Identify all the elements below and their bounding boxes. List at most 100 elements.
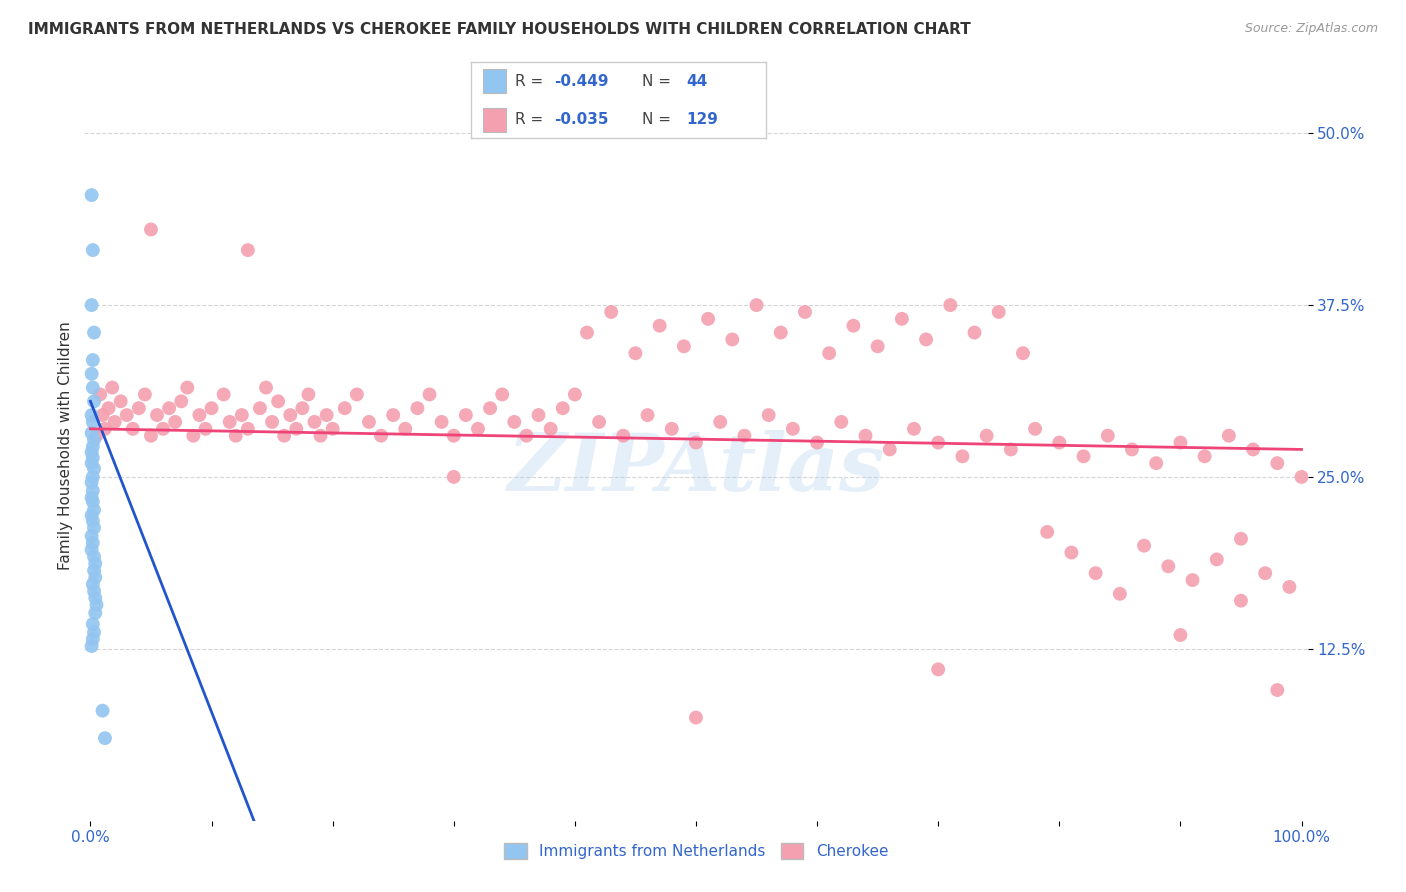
Point bbox=[952, 450, 974, 464]
Point bbox=[83, 394, 105, 409]
Point bbox=[236, 243, 259, 257]
Point bbox=[165, 415, 187, 429]
Point bbox=[830, 415, 852, 429]
Point bbox=[297, 387, 319, 401]
Point bbox=[315, 408, 337, 422]
Point bbox=[1170, 628, 1192, 642]
Point bbox=[82, 632, 104, 647]
Point bbox=[467, 422, 489, 436]
Text: 44: 44 bbox=[686, 73, 707, 88]
Point bbox=[82, 470, 104, 484]
Point bbox=[733, 428, 755, 442]
Point bbox=[83, 503, 105, 517]
Point bbox=[80, 445, 103, 459]
Point bbox=[1241, 442, 1264, 457]
Point bbox=[80, 475, 103, 490]
Point bbox=[304, 415, 326, 429]
Point bbox=[115, 408, 138, 422]
Point bbox=[278, 408, 301, 422]
Point bbox=[540, 422, 562, 436]
Point bbox=[1133, 539, 1156, 553]
Point bbox=[1036, 524, 1059, 539]
Point bbox=[267, 394, 290, 409]
Point bbox=[479, 401, 502, 416]
Point bbox=[80, 542, 103, 557]
Point bbox=[987, 305, 1010, 319]
Point bbox=[443, 428, 465, 442]
Point bbox=[82, 514, 104, 528]
Point bbox=[1012, 346, 1035, 360]
Point bbox=[406, 401, 429, 416]
Point bbox=[82, 415, 104, 429]
Point bbox=[80, 508, 103, 523]
Point bbox=[927, 662, 949, 676]
Point bbox=[1121, 442, 1143, 457]
Point bbox=[1205, 552, 1227, 566]
Point bbox=[83, 563, 105, 577]
Point bbox=[80, 188, 103, 202]
Point bbox=[709, 415, 731, 429]
Point bbox=[83, 584, 105, 599]
Point bbox=[83, 433, 105, 447]
Point bbox=[976, 428, 998, 442]
Point bbox=[915, 333, 938, 347]
Point bbox=[903, 422, 925, 436]
Point bbox=[1047, 435, 1070, 450]
Point bbox=[939, 298, 962, 312]
Point bbox=[104, 415, 127, 429]
Point bbox=[218, 415, 240, 429]
Point bbox=[1157, 559, 1180, 574]
Y-axis label: Family Households with Children: Family Households with Children bbox=[58, 322, 73, 570]
Point bbox=[1265, 683, 1288, 698]
Point bbox=[231, 408, 253, 422]
Point bbox=[745, 298, 768, 312]
Point bbox=[212, 387, 235, 401]
Point bbox=[134, 387, 156, 401]
Point bbox=[527, 408, 550, 422]
Point bbox=[110, 394, 132, 409]
Point bbox=[1073, 450, 1095, 464]
Point bbox=[1194, 450, 1216, 464]
Point bbox=[564, 387, 586, 401]
Point bbox=[1254, 566, 1277, 581]
Point bbox=[1291, 470, 1313, 484]
Point bbox=[1170, 435, 1192, 450]
Point bbox=[82, 617, 104, 632]
Point bbox=[927, 435, 949, 450]
Point bbox=[1000, 442, 1022, 457]
Point bbox=[82, 243, 104, 257]
Point bbox=[80, 408, 103, 422]
Point bbox=[491, 387, 513, 401]
Point bbox=[86, 598, 108, 612]
Point bbox=[157, 401, 180, 416]
Point bbox=[309, 428, 332, 442]
Point bbox=[273, 428, 295, 442]
Point bbox=[1230, 532, 1253, 546]
Text: N =: N = bbox=[643, 73, 676, 88]
Point bbox=[430, 415, 453, 429]
Point bbox=[346, 387, 368, 401]
Point bbox=[94, 422, 117, 436]
Point bbox=[84, 591, 107, 605]
Text: R =: R = bbox=[516, 73, 548, 88]
Point bbox=[661, 422, 683, 436]
Point bbox=[551, 401, 574, 416]
Point bbox=[84, 557, 107, 571]
Legend: Immigrants from Netherlands, Cherokee: Immigrants from Netherlands, Cherokee bbox=[498, 838, 894, 865]
Point bbox=[322, 422, 344, 436]
Point bbox=[394, 422, 416, 436]
Point bbox=[82, 577, 104, 591]
Point bbox=[1097, 428, 1119, 442]
Point bbox=[370, 428, 392, 442]
Point bbox=[146, 408, 169, 422]
Point bbox=[721, 333, 744, 347]
Point bbox=[1144, 456, 1167, 470]
Point bbox=[101, 380, 124, 394]
Text: -0.035: -0.035 bbox=[554, 112, 609, 128]
Point bbox=[333, 401, 356, 416]
Point bbox=[769, 326, 792, 340]
Point bbox=[515, 428, 537, 442]
Point bbox=[82, 483, 104, 498]
Point bbox=[188, 408, 211, 422]
Point bbox=[842, 318, 865, 333]
